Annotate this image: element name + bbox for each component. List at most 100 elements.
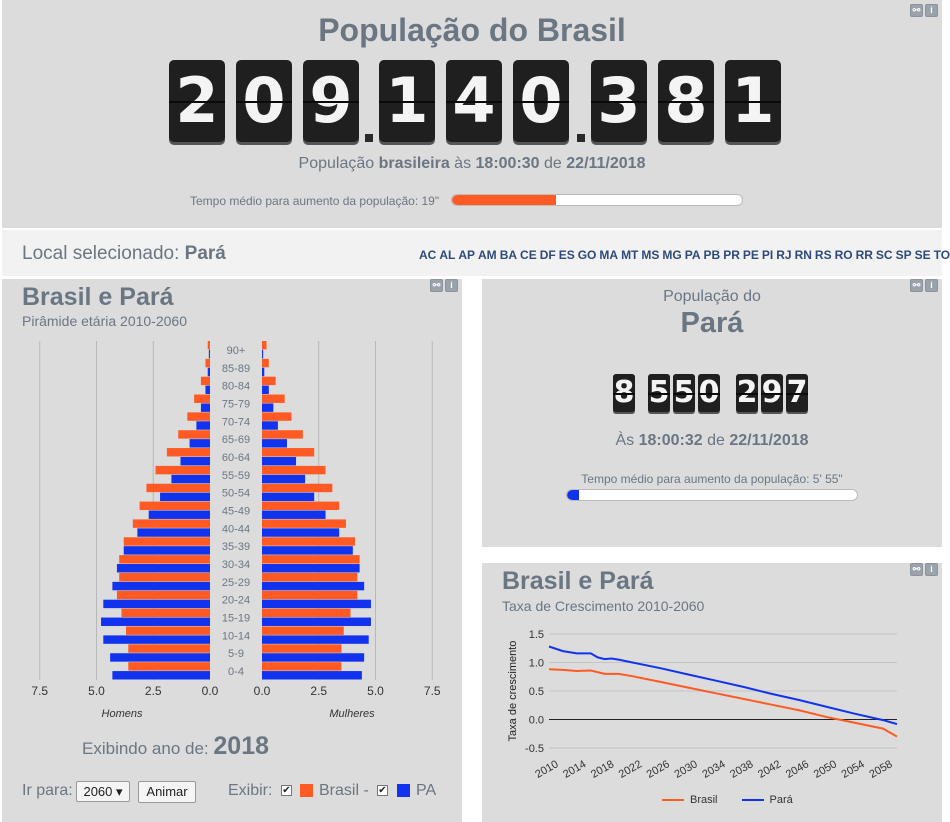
legend-line-brasil <box>662 799 684 801</box>
state-link-rs[interactable]: RS <box>814 248 832 262</box>
pyramid-bar <box>262 510 326 519</box>
state-link-pi[interactable]: PI <box>761 248 774 262</box>
pyramid-bar <box>116 564 210 573</box>
state-link-se[interactable]: SE <box>914 248 931 262</box>
info-icon[interactable]: i <box>925 279 938 292</box>
flip-digit: 0 <box>236 60 292 142</box>
state-link-pr[interactable]: PR <box>723 248 740 262</box>
pyramid-bar <box>262 439 287 448</box>
state-link-ma[interactable]: MA <box>599 248 619 262</box>
state-link-ap[interactable]: AP <box>458 248 476 262</box>
tick-label: 2.5 <box>145 684 162 698</box>
info-icon[interactable]: i <box>445 279 458 292</box>
state-link-go[interactable]: GO <box>577 248 597 262</box>
pyramid-bar <box>103 599 210 609</box>
flip-digit: 9 <box>761 374 783 412</box>
pyramid-bar <box>262 519 346 528</box>
pyramid-bar <box>262 564 360 573</box>
showing-year: Exibindo ano de: 2018 <box>82 732 270 760</box>
pyramid-bar <box>262 581 365 591</box>
pyramid-subtitle: Pirâmide etária 2010-2060 <box>22 313 187 329</box>
local-selector-bar: Local selecionado: Pará <box>2 230 942 276</box>
link-icon[interactable]: ⚯ <box>910 279 923 292</box>
state-link-ro[interactable]: RO <box>834 248 853 262</box>
pyramid-bar <box>262 635 369 644</box>
pyramid-bar <box>262 590 358 600</box>
pyramid-bar <box>262 608 351 618</box>
state-link-pa[interactable]: PA <box>684 248 701 262</box>
state-link-es[interactable]: ES <box>558 248 575 262</box>
show-label: Exibir: <box>228 782 273 799</box>
legend-pa: PA <box>416 782 437 799</box>
label-column <box>210 341 262 680</box>
state-link-pb[interactable]: PB <box>703 248 721 262</box>
year-select[interactable]: 2060 ▾ <box>76 781 130 802</box>
tick-label: 7.5 <box>31 684 48 698</box>
flip-digit: 3 <box>591 60 647 142</box>
animate-button[interactable]: Animar <box>138 781 196 803</box>
state-link-ac[interactable]: AC <box>419 248 437 262</box>
state-link-al[interactable]: AL <box>439 248 456 262</box>
panel-tools: ⚯ i <box>430 279 458 292</box>
pa-checkbox[interactable]: ✔ <box>377 785 388 796</box>
age-label: 80-84 <box>222 381 250 393</box>
growth-rate-panel: ⚯ i Brasil e Pará Taxa de Crescimento 20… <box>482 563 942 822</box>
info-icon[interactable]: i <box>925 563 938 576</box>
flip-digit: 9 <box>303 60 359 142</box>
flip-digit: 5 <box>648 374 670 412</box>
age-label: 0-4 <box>228 666 244 678</box>
tick-label: 0.0 <box>254 684 271 698</box>
state-link-rn[interactable]: RN <box>794 248 812 262</box>
link-icon[interactable]: ⚯ <box>910 563 923 576</box>
page-title: População do Brasil <box>318 12 626 48</box>
digit-separator <box>365 134 373 142</box>
growth-title: Brasil e Pará <box>502 567 654 595</box>
age-label: 85-89 <box>222 363 250 375</box>
state-link-ce[interactable]: CE <box>520 248 537 262</box>
pyramid-bar <box>262 671 362 680</box>
state-link-rr[interactable]: RR <box>855 248 873 262</box>
link-icon[interactable]: ⚯ <box>910 4 923 17</box>
flip-digit: 2 <box>736 374 758 412</box>
legend-brasil: Brasil <box>690 794 718 806</box>
state-link-mt[interactable]: MT <box>621 248 639 262</box>
pyramid-bar <box>262 501 340 510</box>
pyramid-bar <box>205 385 210 395</box>
state-link-pe[interactable]: PE <box>742 248 759 262</box>
pyramid-bar <box>207 367 210 377</box>
population-caption: População brasileira às 18:00:30 de 22/1… <box>298 155 646 172</box>
pyramid-bar <box>262 626 344 635</box>
pyramid-bar <box>123 537 210 546</box>
para-population-panel: ⚯ i População do Pará Às 18:00:32 de 22/… <box>482 279 942 547</box>
panel-tools: ⚯ i <box>910 279 938 292</box>
flip-digit: 7 <box>786 374 808 412</box>
digit-separator <box>577 134 585 142</box>
para-progress-label: Tempo médio para aumento da população: 5… <box>581 472 843 486</box>
pyramid-bar <box>196 421 210 430</box>
state-link-sc[interactable]: SC <box>875 248 893 262</box>
pyramid-bar <box>262 617 371 626</box>
state-link-am[interactable]: AM <box>478 248 497 262</box>
state-link-sp[interactable]: SP <box>895 248 912 262</box>
pyramid-bar <box>262 358 269 368</box>
age-label: 5-9 <box>228 648 244 660</box>
flip-digit: 1 <box>725 60 781 142</box>
state-link-df[interactable]: DF <box>539 248 556 262</box>
state-link-mg[interactable]: MG <box>662 248 682 262</box>
age-label: 35-39 <box>222 541 250 553</box>
pyramid-bar <box>180 456 210 466</box>
link-icon[interactable]: ⚯ <box>430 279 443 292</box>
state-link-ms[interactable]: MS <box>641 248 660 262</box>
state-link-to[interactable]: TO <box>933 248 950 262</box>
pyramid-bar <box>194 394 210 403</box>
pyramid-bar <box>262 528 340 537</box>
state-link-rj[interactable]: RJ <box>776 248 792 262</box>
info-icon[interactable]: i <box>925 4 938 17</box>
state-link-ba[interactable]: BA <box>499 248 518 262</box>
flip-digit: 1 <box>379 60 435 142</box>
panel-tools: ⚯ i <box>910 563 938 576</box>
brasil-checkbox[interactable]: ✔ <box>281 785 292 796</box>
pyramid-bar <box>262 653 365 662</box>
pyramid-bar <box>262 448 315 457</box>
flip-digit: 8 <box>658 60 714 142</box>
